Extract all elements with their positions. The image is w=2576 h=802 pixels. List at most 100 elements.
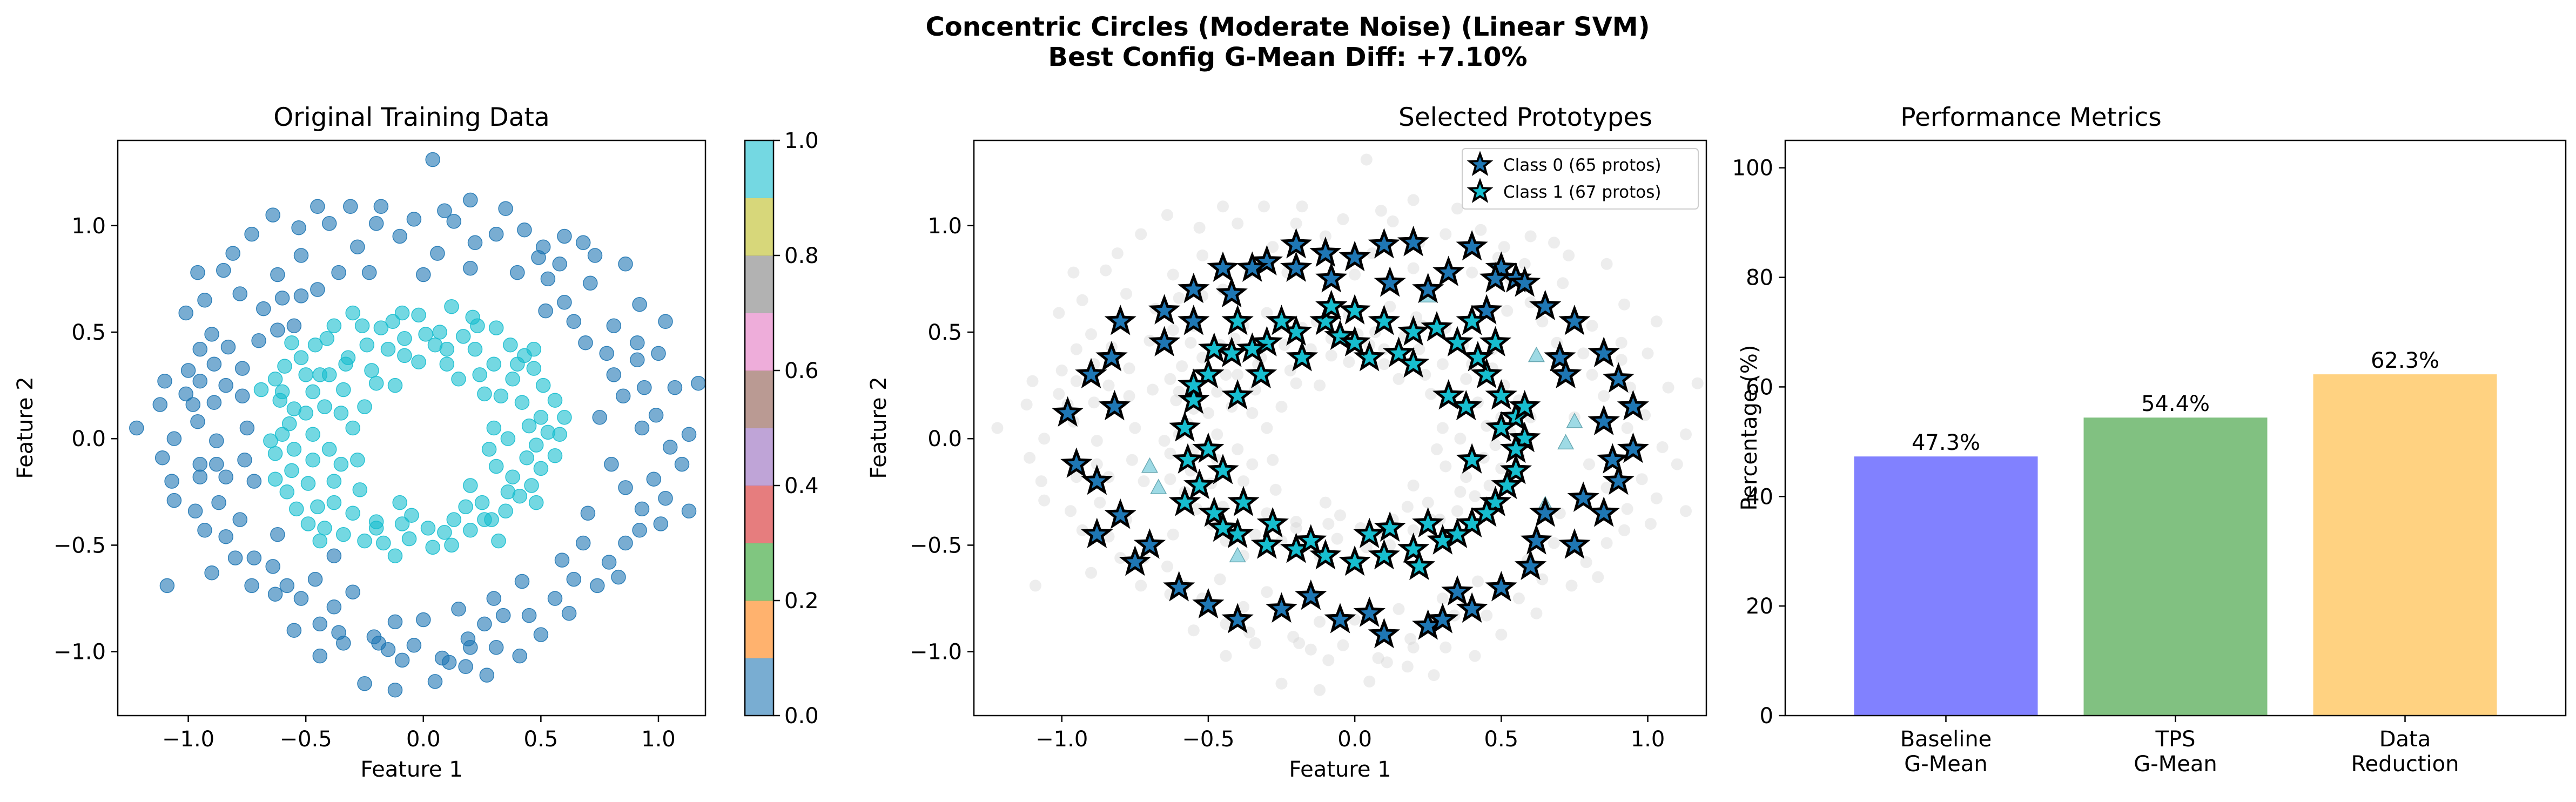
- class0-point: [406, 212, 422, 227]
- category-label: G-Mean: [2134, 752, 2217, 777]
- class1-prototype-star: [1207, 511, 1239, 542]
- class0-point: [601, 555, 617, 570]
- class0-point: [566, 571, 582, 587]
- class1-prototype-star: [1441, 517, 1474, 548]
- class1-point: [326, 474, 342, 489]
- background-point: [1275, 401, 1288, 413]
- background-point: [1600, 481, 1613, 494]
- class1-point: [305, 427, 320, 442]
- background-point: [1334, 509, 1346, 522]
- prototypes-y-tick-label: 1.0: [927, 214, 962, 239]
- prototypes-x-axis-label: Feature 1: [1289, 757, 1391, 782]
- background-point: [1375, 205, 1387, 217]
- background-point: [1085, 328, 1097, 340]
- class0-prototype-star: [1509, 266, 1541, 297]
- class0-point: [178, 305, 193, 321]
- class1-point: [514, 395, 530, 410]
- background-point: [1065, 505, 1077, 517]
- class0-point: [646, 471, 662, 487]
- class0-point: [514, 574, 530, 589]
- class0-point: [232, 286, 248, 301]
- background-point: [1615, 354, 1627, 366]
- background-point: [1258, 200, 1270, 213]
- background-point: [1232, 217, 1244, 230]
- class0-prototype-star: [1051, 396, 1084, 427]
- prototypes-y-tick-label: 0.5: [927, 320, 962, 345]
- prototypes-y-axis-label: Feature 2: [866, 376, 891, 478]
- class0-point: [246, 550, 262, 565]
- background-point: [1085, 567, 1097, 579]
- class0-point: [392, 228, 407, 244]
- background-point: [1237, 601, 1249, 613]
- background-point: [1296, 200, 1308, 213]
- background-point: [1642, 347, 1654, 360]
- class0-point: [192, 341, 208, 357]
- class0-prototype-star: [1368, 617, 1401, 649]
- performance-y-tick-label: 40: [1746, 484, 1773, 509]
- class0-point: [218, 529, 233, 544]
- class0-prototype-star: [1456, 230, 1488, 261]
- background-point: [1261, 586, 1273, 598]
- class1-prototype-star: [1286, 341, 1319, 372]
- class0-prototype-star: [1353, 596, 1385, 627]
- background-point: [1481, 609, 1493, 622]
- class1-point: [500, 431, 516, 446]
- class1-point: [465, 309, 480, 325]
- background-point: [1319, 496, 1331, 509]
- class1-point: [533, 461, 549, 476]
- background-point: [1167, 268, 1179, 281]
- class1-point: [535, 378, 551, 393]
- class0-point: [326, 599, 342, 615]
- unselected-prototype-point: [1528, 346, 1545, 362]
- background-point: [1621, 422, 1633, 434]
- background-point: [1094, 496, 1106, 509]
- background-point: [1091, 458, 1103, 470]
- class1-prototype-star: [1183, 468, 1216, 500]
- class1-prototype-star: [1456, 443, 1488, 474]
- class1-point: [345, 305, 360, 321]
- background-point: [1314, 684, 1326, 696]
- prototypes-ticks: −1.0 −0.5 0.0 0.5 1.0 −1.0 −0.5 0.0 0.5 1.0: [910, 214, 1665, 752]
- class1-prototype-star: [1470, 496, 1503, 527]
- background-point: [1407, 194, 1420, 206]
- class0-point: [634, 501, 650, 517]
- class1-point: [333, 456, 349, 472]
- class0-prototype-star: [1236, 251, 1268, 282]
- class1-point: [281, 416, 297, 432]
- class1-point: [493, 388, 509, 404]
- class0-prototype-star: [1617, 389, 1649, 421]
- class0-point: [618, 257, 633, 272]
- performance-ticks: BaselineG-MeanTPSG-MeanDataReduction0204…: [1732, 156, 2459, 777]
- class0-point: [237, 452, 252, 468]
- background-point: [1363, 675, 1376, 688]
- original-data-y-tick-label: 1.0: [71, 214, 106, 239]
- class1-point: [357, 399, 372, 414]
- class0-point: [387, 614, 403, 630]
- class1-point: [528, 437, 544, 453]
- class0-point: [533, 627, 549, 642]
- class1-prototype-star: [1172, 443, 1204, 474]
- background-point: [1644, 518, 1657, 530]
- prototypes-title: Selected Prototypes: [1398, 103, 1652, 132]
- class1-point: [528, 495, 544, 510]
- class1-prototype-star: [1221, 379, 1254, 410]
- class1-point: [557, 410, 572, 425]
- colorbar-frame: [744, 139, 775, 717]
- class0-prototype-star: [1617, 432, 1649, 463]
- class0-point: [204, 327, 219, 342]
- background-point: [1220, 650, 1232, 662]
- class1-prototype-star: [1339, 545, 1371, 576]
- background-point: [1167, 528, 1179, 541]
- performance-y-tick-label: 80: [1746, 266, 1773, 291]
- background-point: [1249, 528, 1261, 541]
- background-point: [1422, 496, 1434, 509]
- class1-prototype-star: [1178, 383, 1210, 414]
- class0-prototype-star: [1588, 405, 1620, 435]
- background-point: [1436, 592, 1449, 605]
- class0-prototype-star: [1588, 336, 1620, 367]
- background-point: [1650, 315, 1663, 328]
- class0-point: [129, 420, 144, 436]
- class0-point: [521, 608, 537, 623]
- background-point: [1451, 505, 1463, 517]
- background-point: [1440, 460, 1452, 473]
